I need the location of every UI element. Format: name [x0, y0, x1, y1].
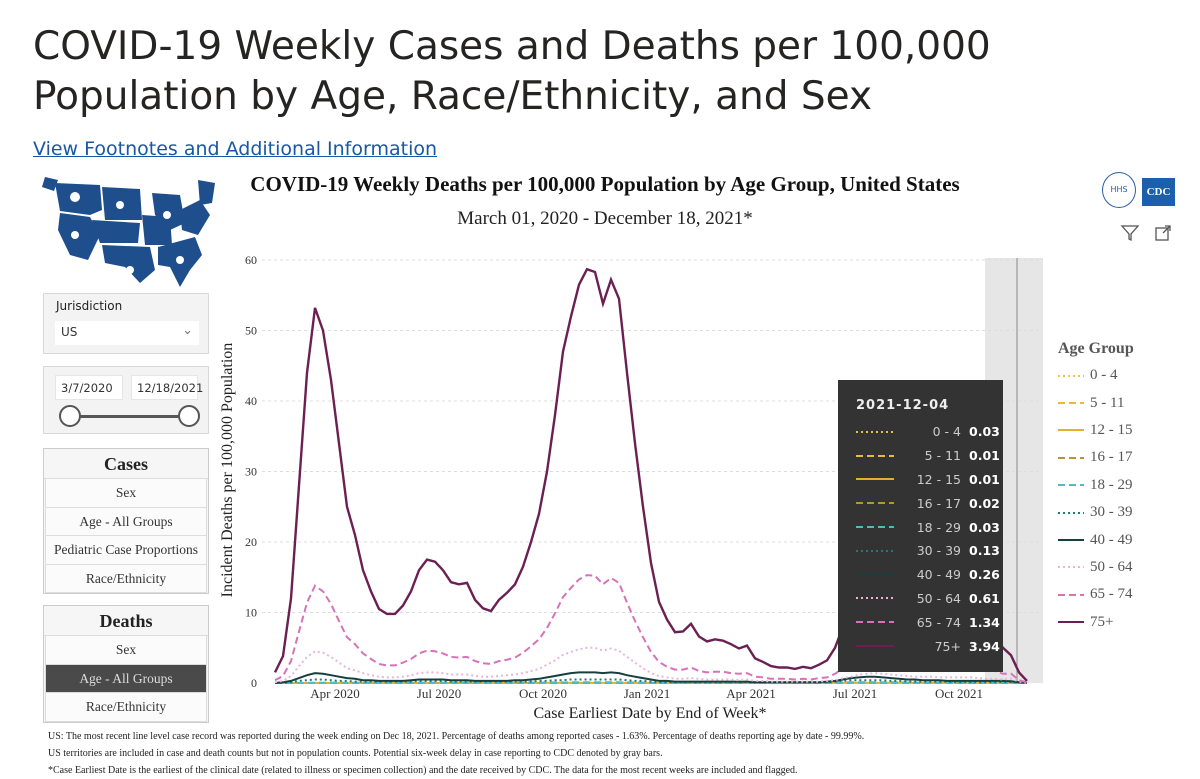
legend-label: 40 - 49 — [1090, 532, 1133, 549]
legend-item[interactable]: 65 - 74 — [1058, 581, 1198, 608]
tooltip-value: 0.13 — [969, 543, 1000, 558]
legend-swatch-icon — [1058, 592, 1084, 598]
legend-swatch-icon — [1058, 510, 1084, 516]
tooltip-group: 18 - 29 — [894, 520, 969, 535]
legend-title: Age Group — [1058, 340, 1198, 358]
y-tick-label: 0 — [251, 676, 257, 690]
legend-swatch-icon — [1058, 427, 1084, 433]
footnote-2: US territories are included in case and … — [48, 745, 1188, 762]
tooltip-swatch-icon — [856, 453, 894, 459]
tooltip-value: 0.01 — [969, 448, 1000, 463]
legend-swatch-icon — [1058, 455, 1084, 461]
y-tick-label: 30 — [245, 465, 257, 479]
y-tick-label: 10 — [245, 606, 257, 620]
legend-item[interactable]: 5 - 11 — [1058, 389, 1198, 416]
x-tick-label: Oct 2021 — [935, 686, 983, 701]
legend-item[interactable]: 75+ — [1058, 609, 1198, 636]
tooltip-value: 0.61 — [969, 591, 1000, 606]
tooltip-group: 0 - 4 — [894, 424, 969, 439]
legend-item[interactable]: 0 - 4 — [1058, 362, 1198, 389]
legend-label: 65 - 74 — [1090, 586, 1133, 603]
tooltip-group: 30 - 39 — [894, 543, 969, 558]
footnote-1: US: The most recent line level case reco… — [48, 728, 1188, 745]
x-tick-label: Jan 2021 — [624, 686, 671, 701]
legend-swatch-icon — [1058, 400, 1084, 406]
footnotes: US: The most recent line level case reco… — [48, 728, 1188, 779]
tooltip-swatch-icon — [856, 500, 894, 506]
x-axis-title: Case Earliest Date by End of Week* — [533, 705, 766, 722]
tooltip-date: 2021-12-04 — [856, 398, 1003, 413]
footnote-3: *Case Earliest Date is the earliest of t… — [48, 762, 1188, 779]
x-tick-label: Apr 2020 — [310, 686, 359, 701]
tooltip-swatch-icon — [856, 643, 894, 649]
tooltip-group: 75+ — [894, 639, 969, 654]
legend-swatch-icon — [1058, 564, 1084, 570]
legend-swatch-icon — [1058, 373, 1084, 379]
legend-label: 16 - 17 — [1090, 449, 1133, 466]
x-tick-label: Jul 2021 — [833, 686, 877, 701]
legend-label: 30 - 39 — [1090, 504, 1133, 521]
tooltip-value: 0.03 — [969, 424, 1000, 439]
tooltip-group: 5 - 11 — [894, 448, 969, 463]
x-tick-label: Jul 2020 — [417, 686, 461, 701]
tooltip-value: 1.34 — [969, 615, 1000, 630]
tooltip-value: 0.26 — [969, 567, 1000, 582]
tooltip-swatch-icon — [856, 595, 894, 601]
tooltip-swatch-icon — [856, 548, 894, 554]
legend-item[interactable]: 40 - 49 — [1058, 526, 1198, 553]
legend-label: 18 - 29 — [1090, 477, 1133, 494]
tooltip-swatch-icon — [856, 572, 894, 578]
y-tick-label: 60 — [245, 253, 257, 267]
legend-item[interactable]: 12 - 15 — [1058, 417, 1198, 444]
legend-label: 50 - 64 — [1090, 559, 1133, 576]
legend-item[interactable]: 18 - 29 — [1058, 472, 1198, 499]
legend-swatch-icon — [1058, 482, 1084, 488]
legend-label: 0 - 4 — [1090, 367, 1118, 384]
tooltip-group: 40 - 49 — [894, 567, 969, 582]
legend-item[interactable]: 16 - 17 — [1058, 444, 1198, 471]
legend-item[interactable]: 30 - 39 — [1058, 499, 1198, 526]
legend: Age Group 0 - 4 5 - 11 12 - 15 16 - 17 18 - … — [1058, 340, 1198, 636]
tooltip-value: 0.02 — [969, 496, 1000, 511]
legend-item[interactable]: 50 - 64 — [1058, 554, 1198, 581]
y-axis-title: Incident Deaths per 100,000 Population — [219, 343, 236, 598]
tooltip-swatch-icon — [856, 524, 894, 530]
x-tick-label: Apr 2021 — [726, 686, 775, 701]
tooltip-group: 65 - 74 — [894, 615, 969, 630]
legend-swatch-icon — [1058, 619, 1084, 625]
legend-swatch-icon — [1058, 537, 1084, 543]
tooltip-value: 0.01 — [969, 472, 1000, 487]
tooltip-group: 16 - 17 — [894, 496, 969, 511]
tooltip-swatch-icon — [856, 619, 894, 625]
tooltip-swatch-icon — [856, 429, 894, 435]
tooltip-swatch-icon — [856, 476, 894, 482]
y-tick-label: 40 — [245, 394, 257, 408]
y-tick-label: 50 — [245, 324, 257, 338]
tooltip-row: 75+3.94 — [856, 634, 1003, 658]
tooltip-value: 3.94 — [969, 639, 1000, 654]
x-tick-label: Oct 2020 — [519, 686, 567, 701]
tooltip-group: 12 - 15 — [894, 472, 969, 487]
legend-label: 75+ — [1090, 614, 1113, 631]
tooltip-value: 0.03 — [969, 520, 1000, 535]
legend-label: 5 - 11 — [1090, 395, 1124, 412]
tooltip-group: 50 - 64 — [894, 591, 969, 606]
y-tick-label: 20 — [245, 535, 257, 549]
legend-label: 12 - 15 — [1090, 422, 1133, 439]
